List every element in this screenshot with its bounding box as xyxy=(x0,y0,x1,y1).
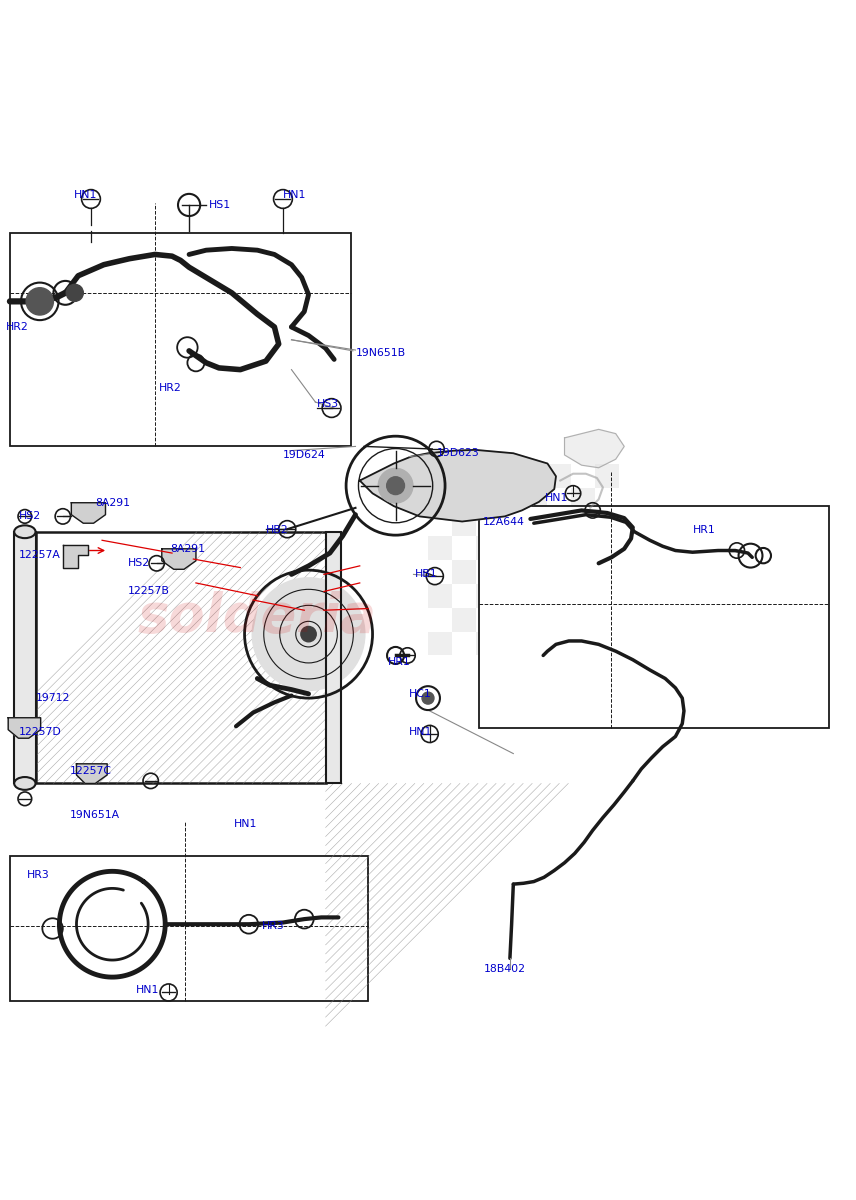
Polygon shape xyxy=(9,718,40,738)
Text: HR2: HR2 xyxy=(159,384,182,394)
Text: HR1: HR1 xyxy=(693,526,716,535)
Bar xyxy=(571,583,595,607)
Text: HN1: HN1 xyxy=(235,818,258,828)
Text: 12257D: 12257D xyxy=(19,727,61,737)
Bar xyxy=(428,631,452,655)
Bar xyxy=(500,607,524,631)
Text: 8A291: 8A291 xyxy=(95,498,130,508)
Text: HN1: HN1 xyxy=(283,190,306,199)
Polygon shape xyxy=(71,503,105,523)
Bar xyxy=(476,536,500,560)
Text: 12257C: 12257C xyxy=(69,766,111,775)
Bar xyxy=(571,631,595,655)
Bar xyxy=(428,488,452,512)
Text: HR3: HR3 xyxy=(262,920,284,931)
Polygon shape xyxy=(564,430,624,468)
Bar xyxy=(10,856,368,1001)
Text: HS3: HS3 xyxy=(317,398,339,409)
Bar xyxy=(500,512,524,536)
Bar xyxy=(476,583,500,607)
Text: HN1: HN1 xyxy=(136,985,159,995)
Text: 18B402: 18B402 xyxy=(484,964,526,973)
Text: 12257B: 12257B xyxy=(128,587,169,596)
Circle shape xyxy=(378,468,413,503)
Text: 19N651A: 19N651A xyxy=(69,810,120,820)
Bar xyxy=(595,464,619,488)
Bar xyxy=(476,631,500,655)
Bar xyxy=(10,233,351,446)
Circle shape xyxy=(422,692,434,704)
Bar xyxy=(548,607,571,631)
Bar xyxy=(524,583,548,607)
Bar xyxy=(595,512,619,536)
Bar xyxy=(595,560,619,583)
Text: solderia: solderia xyxy=(138,592,377,643)
Bar xyxy=(452,512,476,536)
Circle shape xyxy=(387,476,405,494)
Text: 12257A: 12257A xyxy=(19,550,60,559)
Bar xyxy=(452,607,476,631)
Ellipse shape xyxy=(15,526,35,538)
Text: 19D623: 19D623 xyxy=(437,449,479,458)
Bar xyxy=(325,532,341,784)
Text: 19N651B: 19N651B xyxy=(355,348,406,358)
Text: HS1: HS1 xyxy=(209,200,231,210)
Bar xyxy=(595,607,619,631)
Circle shape xyxy=(27,288,53,316)
Bar xyxy=(428,583,452,607)
Text: 19712: 19712 xyxy=(35,694,70,703)
Text: HB2: HB2 xyxy=(266,526,288,535)
Text: 8A291: 8A291 xyxy=(170,544,205,554)
Text: HS2: HS2 xyxy=(19,511,40,521)
Bar xyxy=(35,532,325,784)
Ellipse shape xyxy=(15,778,35,790)
Bar xyxy=(452,464,476,488)
Bar xyxy=(452,560,476,583)
Text: HB1: HB1 xyxy=(415,570,437,580)
Bar xyxy=(548,512,571,536)
Circle shape xyxy=(300,626,316,642)
Text: HN1: HN1 xyxy=(74,190,98,199)
Circle shape xyxy=(66,284,83,301)
Text: HR1: HR1 xyxy=(388,658,411,667)
Bar xyxy=(524,631,548,655)
Text: HS2: HS2 xyxy=(128,558,150,569)
Text: HR2: HR2 xyxy=(6,322,28,332)
Bar xyxy=(524,536,548,560)
Bar xyxy=(524,488,548,512)
Bar xyxy=(548,464,571,488)
Text: HN1: HN1 xyxy=(409,727,432,737)
Text: HC1: HC1 xyxy=(409,689,432,698)
Bar xyxy=(548,560,571,583)
Bar xyxy=(15,532,35,784)
Polygon shape xyxy=(62,545,88,569)
Text: 12A644: 12A644 xyxy=(483,516,525,527)
Polygon shape xyxy=(76,764,107,784)
Text: HN1: HN1 xyxy=(545,493,568,503)
Bar xyxy=(500,464,524,488)
Bar xyxy=(476,488,500,512)
Bar xyxy=(571,536,595,560)
Circle shape xyxy=(253,578,365,690)
Bar xyxy=(571,488,595,512)
Bar xyxy=(428,536,452,560)
Text: 19D624: 19D624 xyxy=(283,450,325,460)
Polygon shape xyxy=(162,548,196,569)
Polygon shape xyxy=(360,450,556,522)
Bar xyxy=(500,560,524,583)
Text: HR3: HR3 xyxy=(27,870,50,880)
Bar xyxy=(479,506,829,728)
